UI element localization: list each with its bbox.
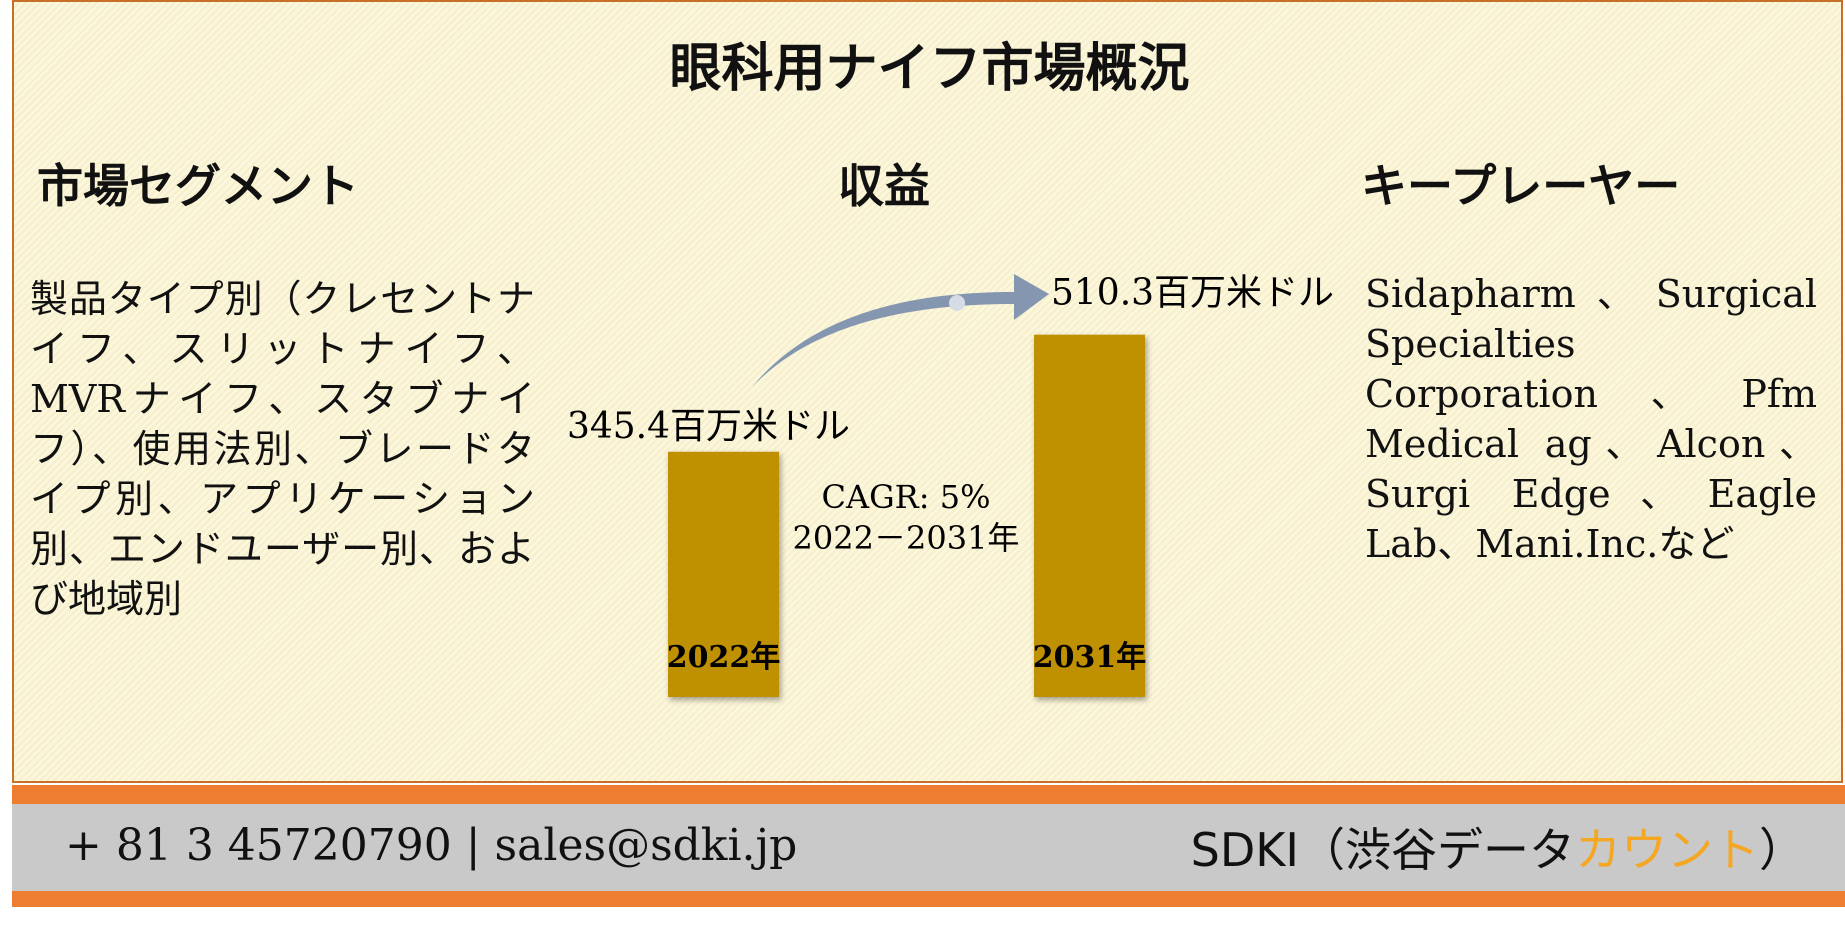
players-text: Sidapharm、Surgical Specialties Corporati… — [1365, 272, 1817, 566]
revenue-heading: 収益 — [838, 159, 930, 213]
title: 眼科用ナイフ市場概況 — [669, 38, 1190, 99]
cagr-label: 2022－2031年 — [793, 519, 1020, 557]
category-label: 2031年 — [1033, 640, 1147, 675]
contact: + 81 3 45720790 | sales@sdki.jp — [65, 820, 798, 871]
category-label: 2022年 — [667, 640, 781, 675]
brand-text: ） — [1759, 823, 1805, 877]
bar — [668, 451, 779, 697]
value-label: 345.4百万米ドル — [567, 406, 850, 447]
growth-arrow — [752, 274, 1049, 387]
footer-stripe — [12, 891, 1845, 907]
value-label: 510.3百万米ドル — [1051, 273, 1334, 314]
revenue-chart: 2022年 345.4百万米ドル 2031年 510.3百万米ドル CAGR: 5%20… — [567, 273, 1334, 697]
brand-text: カウント — [1575, 823, 1759, 877]
footer-bar — [12, 804, 1845, 891]
brand-text: SDKI（渋谷データ — [1190, 823, 1575, 877]
brand: SDKI（渋谷データカウント） — [1191, 814, 1805, 880]
main-panel: 眼科用ナイフ市場概況 市場セグメント 収益 キープレーヤー 製品タイプ別（クレセ… — [12, 0, 1843, 783]
cagr-label: CAGR: 5% — [822, 478, 991, 516]
segments-text: 製品タイプ別（クレセントナイフ、スリットナイフ、MVRナイフ、スタブナイフ）、使… — [30, 277, 535, 621]
arrow-dot — [949, 295, 965, 311]
players-heading: キープレーヤー — [1361, 159, 1681, 213]
footer-stripe — [12, 785, 1845, 804]
segments-heading: 市場セグメント — [37, 159, 359, 213]
bar — [1034, 334, 1145, 697]
